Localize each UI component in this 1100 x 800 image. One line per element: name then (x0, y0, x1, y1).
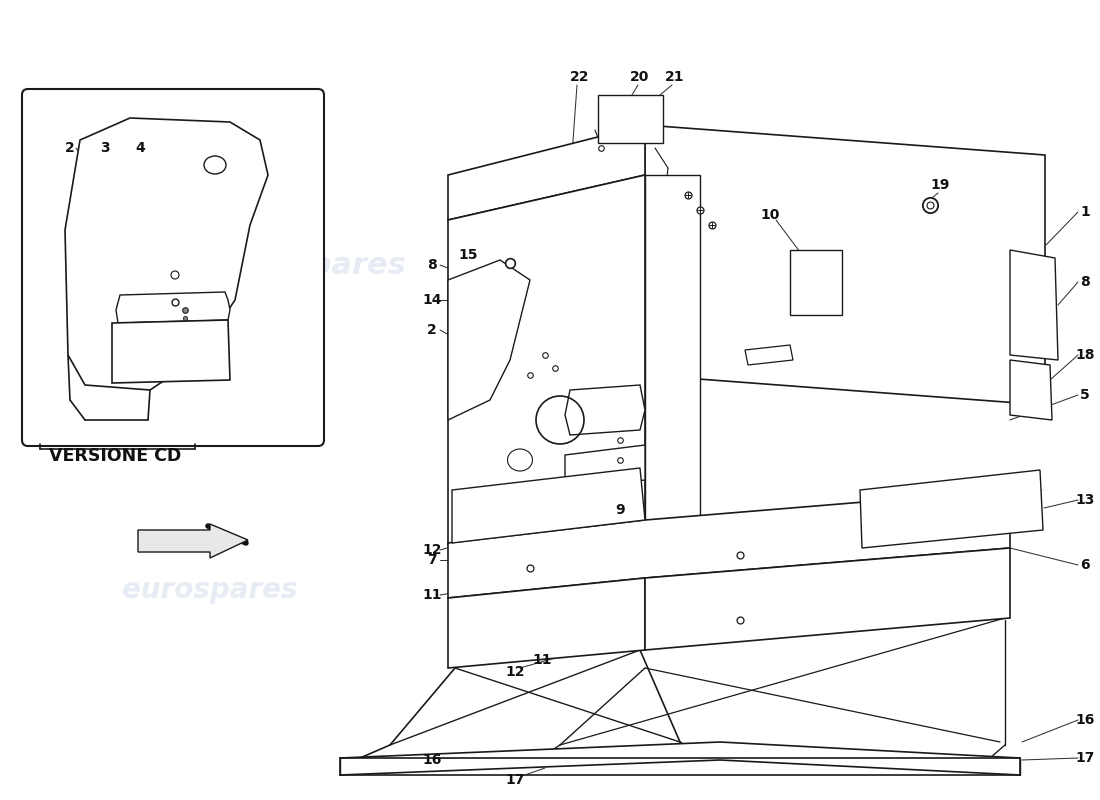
Polygon shape (645, 125, 1045, 405)
Polygon shape (790, 250, 842, 315)
Polygon shape (1010, 250, 1058, 360)
Polygon shape (645, 175, 700, 520)
Polygon shape (112, 320, 230, 383)
Text: 6: 6 (1080, 558, 1090, 572)
Text: 3: 3 (100, 141, 110, 155)
Text: eurospares: eurospares (539, 569, 821, 611)
Text: eurospares: eurospares (569, 244, 832, 286)
Text: 19: 19 (931, 178, 949, 192)
Text: 11: 11 (532, 653, 552, 667)
Polygon shape (448, 175, 645, 545)
Polygon shape (448, 578, 645, 668)
Text: 16: 16 (422, 753, 442, 767)
Text: 13: 13 (1076, 493, 1094, 507)
Polygon shape (598, 95, 663, 143)
Text: 12: 12 (422, 543, 442, 557)
Text: 8: 8 (427, 258, 437, 272)
Polygon shape (138, 524, 248, 558)
Polygon shape (1010, 360, 1052, 420)
Text: 17: 17 (505, 773, 525, 787)
Text: 8: 8 (1080, 275, 1090, 289)
Text: eurospares: eurospares (122, 576, 298, 604)
Polygon shape (745, 345, 793, 365)
Text: VERSIONE CD: VERSIONE CD (48, 447, 182, 465)
Polygon shape (340, 742, 1020, 775)
Text: 7: 7 (427, 553, 437, 567)
Text: 2: 2 (65, 141, 75, 155)
Polygon shape (448, 260, 530, 420)
FancyBboxPatch shape (22, 89, 324, 446)
Polygon shape (645, 548, 1010, 650)
Polygon shape (448, 490, 1010, 598)
Text: 2: 2 (427, 323, 437, 337)
Text: 15: 15 (459, 248, 477, 262)
Text: 10: 10 (760, 208, 780, 222)
Text: 1: 1 (1080, 205, 1090, 219)
Polygon shape (452, 468, 645, 543)
Polygon shape (116, 292, 230, 323)
Text: 12: 12 (505, 665, 525, 679)
Polygon shape (565, 385, 645, 435)
Polygon shape (448, 125, 645, 220)
Text: 5: 5 (1080, 388, 1090, 402)
Text: 20: 20 (630, 70, 650, 84)
Text: 16: 16 (1076, 713, 1094, 727)
Text: 21: 21 (666, 70, 684, 84)
Text: 4: 4 (135, 141, 145, 155)
Polygon shape (65, 118, 268, 390)
Text: 17: 17 (1076, 751, 1094, 765)
Text: 14: 14 (422, 293, 442, 307)
Text: 22: 22 (570, 70, 590, 84)
Text: 11: 11 (422, 588, 442, 602)
Polygon shape (860, 470, 1043, 548)
Text: 18: 18 (1076, 348, 1094, 362)
Text: 9: 9 (615, 503, 625, 517)
Text: eurospares: eurospares (213, 250, 406, 279)
Polygon shape (565, 445, 645, 490)
